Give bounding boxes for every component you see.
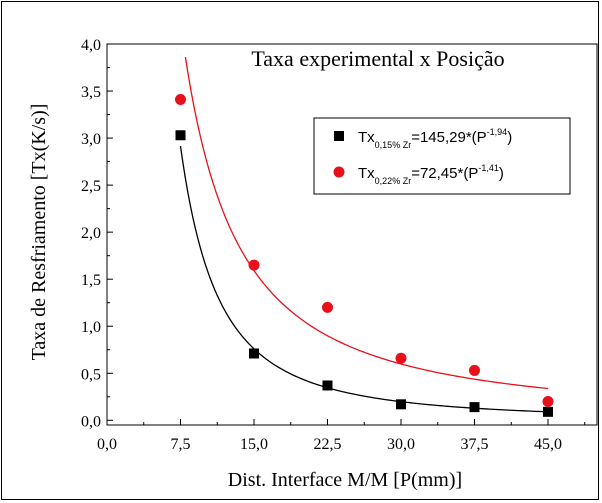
fit-curve-series-2 (184, 56, 549, 390)
plot-area-border (106, 43, 598, 426)
data-point-series-1 (249, 348, 259, 359)
x-tick-label: 7,5 (171, 436, 191, 453)
fit-curves (179, 56, 549, 413)
x-tick-label: 30,0 (387, 436, 415, 453)
data-point-series-1 (543, 406, 553, 417)
y-axis-label: Taxa de Resfriamento [Tx(K/s)] (28, 104, 50, 361)
y-tick-label: 2,0 (81, 225, 101, 242)
data-point-series-1 (396, 399, 406, 410)
x-tick-label: 22,5 (314, 436, 342, 453)
legend-label-series-1: Tx0,15% Zr=145,29*(P-1,94) (358, 127, 512, 150)
x-tick-label: 15,0 (240, 436, 268, 453)
data-point-series-1 (322, 380, 333, 391)
data-points (175, 94, 554, 417)
y-tick-label: 0,0 (81, 413, 101, 430)
data-point-series-2 (322, 301, 333, 313)
data-point-series-2 (395, 352, 407, 364)
data-point-series-2 (542, 395, 554, 407)
legend-marker-series-2 (333, 166, 345, 178)
chart-title: Taxa experimental x Posição (251, 46, 504, 71)
data-point-series-2 (469, 364, 480, 376)
legend: Tx0,15% Zr=145,29*(P-1,94) Tx0,22% Zr=72,… (313, 117, 571, 195)
data-point-series-2 (248, 259, 260, 271)
x-tick-label: 0,0 (97, 436, 117, 453)
x-tick-label: 37,5 (461, 436, 489, 453)
y-tick-label: 1,0 (81, 319, 101, 336)
x-tick-label: 45,0 (534, 436, 562, 453)
y-tick-label: 3,5 (81, 84, 101, 101)
y-tick-label: 2,5 (81, 178, 101, 195)
data-point-series-2 (175, 94, 186, 106)
y-tick-label: 3,0 (81, 131, 101, 148)
legend-box (313, 117, 571, 195)
data-point-series-1 (175, 130, 186, 141)
y-tick-label: 0,5 (81, 366, 101, 383)
axes: 0,0 7,5 15,0 22,5 30,0 37,5 45,0 0,0 0,5 1,0 1,5 2,… (81, 37, 598, 453)
y-tick-label: 4,0 (81, 37, 101, 54)
data-point-series-1 (469, 402, 480, 413)
y-tick-label: 1,5 (81, 272, 101, 289)
fit-curve-series-1 (179, 145, 549, 413)
legend-label-series-2: Tx0,22% Zr=72,45*(P-1,41) (358, 163, 504, 186)
legend-marker-series-1 (334, 131, 344, 141)
x-axis-label: Dist. Interface M/M [P(mm)] (228, 469, 462, 491)
